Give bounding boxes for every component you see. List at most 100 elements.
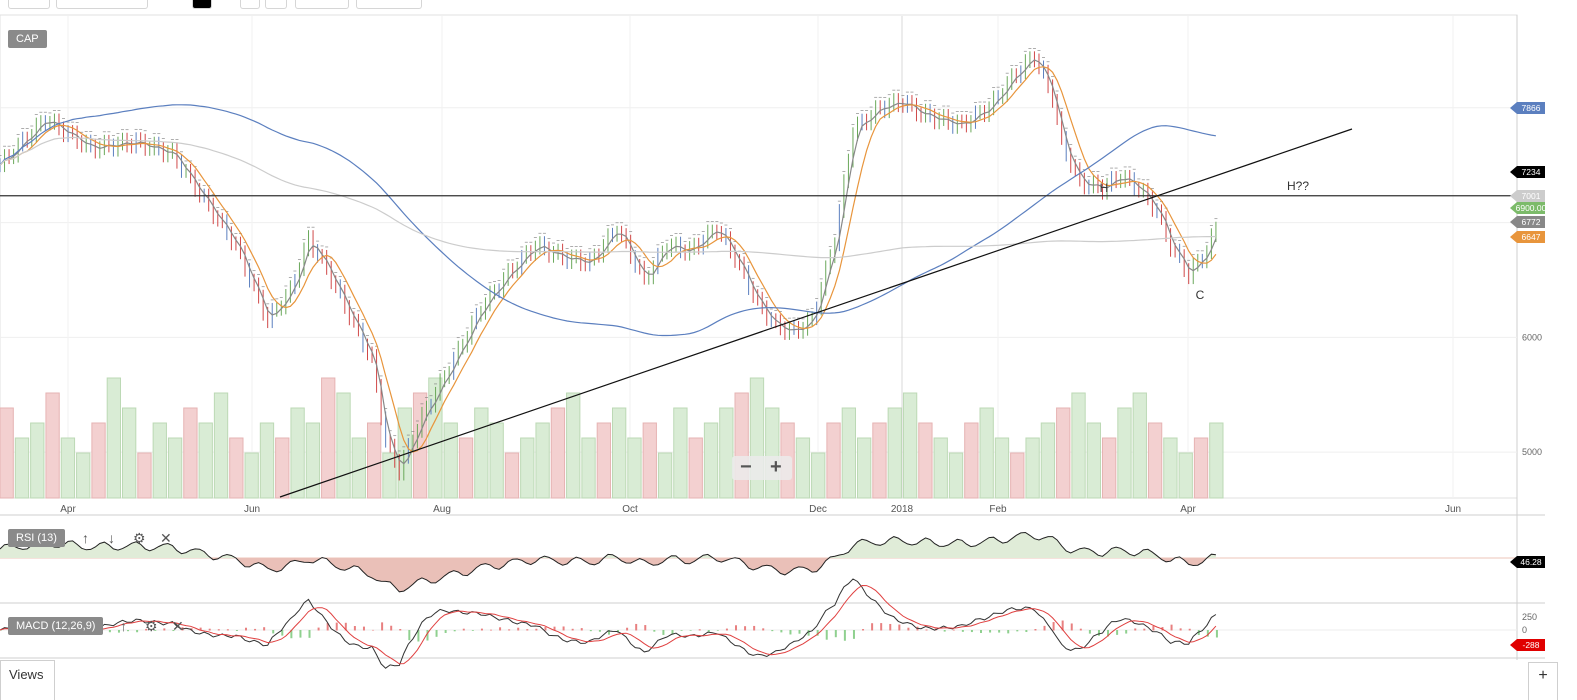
toolbar-fragment[interactable]	[8, 0, 50, 9]
macd-histogram-bar	[154, 630, 157, 631]
zoom-out-button[interactable]: −	[740, 456, 752, 478]
toolbar-fragment[interactable]	[240, 0, 260, 9]
volume-bar	[1132, 392, 1147, 499]
volume-bar	[1209, 422, 1224, 499]
gear-icon[interactable]: ⚙	[145, 618, 158, 634]
volume-bar	[550, 407, 566, 499]
macd-histogram-bar	[1206, 630, 1209, 637]
arrow-down-icon[interactable]: ↓	[108, 530, 115, 546]
annotation-label: H	[1100, 181, 1109, 195]
gear-icon[interactable]: ⚙	[133, 530, 146, 546]
volume-bar	[367, 422, 382, 499]
price-badge	[1510, 102, 1545, 114]
volume-bar	[504, 452, 520, 499]
moving-average-slow	[0, 104, 1216, 337]
toolbar-fragment[interactable]	[56, 0, 148, 9]
macd-histogram-bar	[308, 630, 311, 638]
close-icon[interactable]: ✕	[160, 530, 172, 546]
macd-histogram-bar	[889, 623, 892, 631]
volume-bar	[458, 437, 474, 499]
arrow-up-icon[interactable]: ↑	[82, 530, 89, 546]
volume-bar	[749, 377, 765, 499]
macd-histogram-bar	[689, 630, 692, 631]
volume-bar	[581, 437, 596, 499]
color-swatch[interactable]	[192, 0, 212, 9]
x-tick-label: Oct	[622, 504, 638, 515]
macd-histogram-bar	[372, 629, 375, 631]
macd-histogram-bar	[1007, 630, 1010, 634]
macd-histogram-bar	[1034, 629, 1037, 631]
macd-histogram-bar	[607, 630, 610, 635]
macd-histogram-bar	[1143, 628, 1146, 631]
price-tick-label: 6000	[1522, 332, 1542, 342]
volume-bar	[412, 392, 428, 499]
moving-average-mid	[0, 66, 1217, 453]
macd-histogram-bar	[172, 630, 175, 632]
volume-bar	[30, 422, 45, 499]
macd-histogram-bar	[127, 630, 130, 632]
macd-histogram-bar	[952, 629, 955, 631]
volume-bar	[566, 392, 581, 499]
macd-histogram-bar	[753, 625, 756, 631]
add-tab-button[interactable]: +	[1528, 662, 1558, 700]
volume-bar	[1117, 407, 1132, 499]
macd-histogram-bar	[626, 627, 629, 631]
macd-histogram-bar	[254, 628, 257, 631]
macd-histogram-bar	[989, 630, 992, 633]
toolbar-fragment[interactable]	[265, 0, 287, 9]
macd-histogram-bar	[108, 630, 111, 633]
volume-bar	[305, 422, 321, 499]
rsi-line	[0, 531, 1216, 593]
volume-bar	[1071, 392, 1086, 499]
macd-histogram-bar	[635, 623, 638, 631]
macd-histogram-bar	[1043, 625, 1046, 631]
macd-histogram-bar	[880, 623, 883, 631]
x-tick-label: Jun	[1445, 504, 1461, 515]
macd-histogram-bar	[145, 628, 148, 631]
volume-bar	[765, 407, 780, 499]
volume-bar	[167, 437, 183, 499]
volume-bar	[1025, 437, 1040, 499]
volume-bar	[474, 407, 489, 499]
rsi-value-badge	[1510, 556, 1545, 568]
macd-histogram-bar	[517, 627, 520, 631]
volume-bar	[397, 407, 412, 499]
volume-bar	[1010, 452, 1025, 499]
x-tick-label: Apr	[60, 504, 76, 515]
arrow-up-icon[interactable]: ↑	[120, 618, 127, 634]
macd-histogram-bar	[1170, 624, 1173, 631]
volume-bar	[1178, 452, 1193, 499]
volume-bar	[213, 392, 229, 499]
volume-bar	[887, 407, 902, 499]
macd-histogram-bar	[807, 630, 810, 636]
volume-bar	[964, 422, 979, 499]
volume-bar	[275, 437, 290, 499]
annotation-label: C	[1196, 288, 1205, 302]
volume-bar	[1163, 437, 1178, 499]
macd-histogram-bar	[998, 630, 1001, 633]
zoom-in-button[interactable]: +	[770, 456, 782, 478]
x-tick-label: Dec	[809, 504, 827, 515]
price-badge	[1510, 166, 1545, 178]
volume-bar	[994, 437, 1010, 499]
price-badge	[1510, 216, 1545, 228]
close-icon[interactable]: ✕	[172, 618, 184, 634]
macd-histogram-bar	[725, 628, 728, 631]
macd-histogram-bar	[671, 630, 674, 635]
macd-histogram-bar	[1052, 622, 1055, 631]
macd-histogram-bar	[480, 628, 483, 631]
macd-histogram-bar	[417, 630, 420, 642]
toolbar-fragment[interactable]	[295, 0, 349, 9]
volume-bar	[688, 437, 703, 499]
macd-histogram-bar	[617, 630, 620, 633]
macd-histogram-bar	[544, 627, 547, 631]
macd-histogram-bar	[235, 630, 238, 631]
toolbar-fragment[interactable]	[356, 0, 422, 9]
volume-bar	[719, 407, 734, 499]
macd-histogram-bar	[834, 630, 837, 638]
volume-bar	[336, 392, 351, 499]
views-tab[interactable]: Views	[0, 660, 55, 700]
macd-histogram-bar	[435, 630, 438, 637]
macd-histogram-bar	[199, 627, 202, 631]
